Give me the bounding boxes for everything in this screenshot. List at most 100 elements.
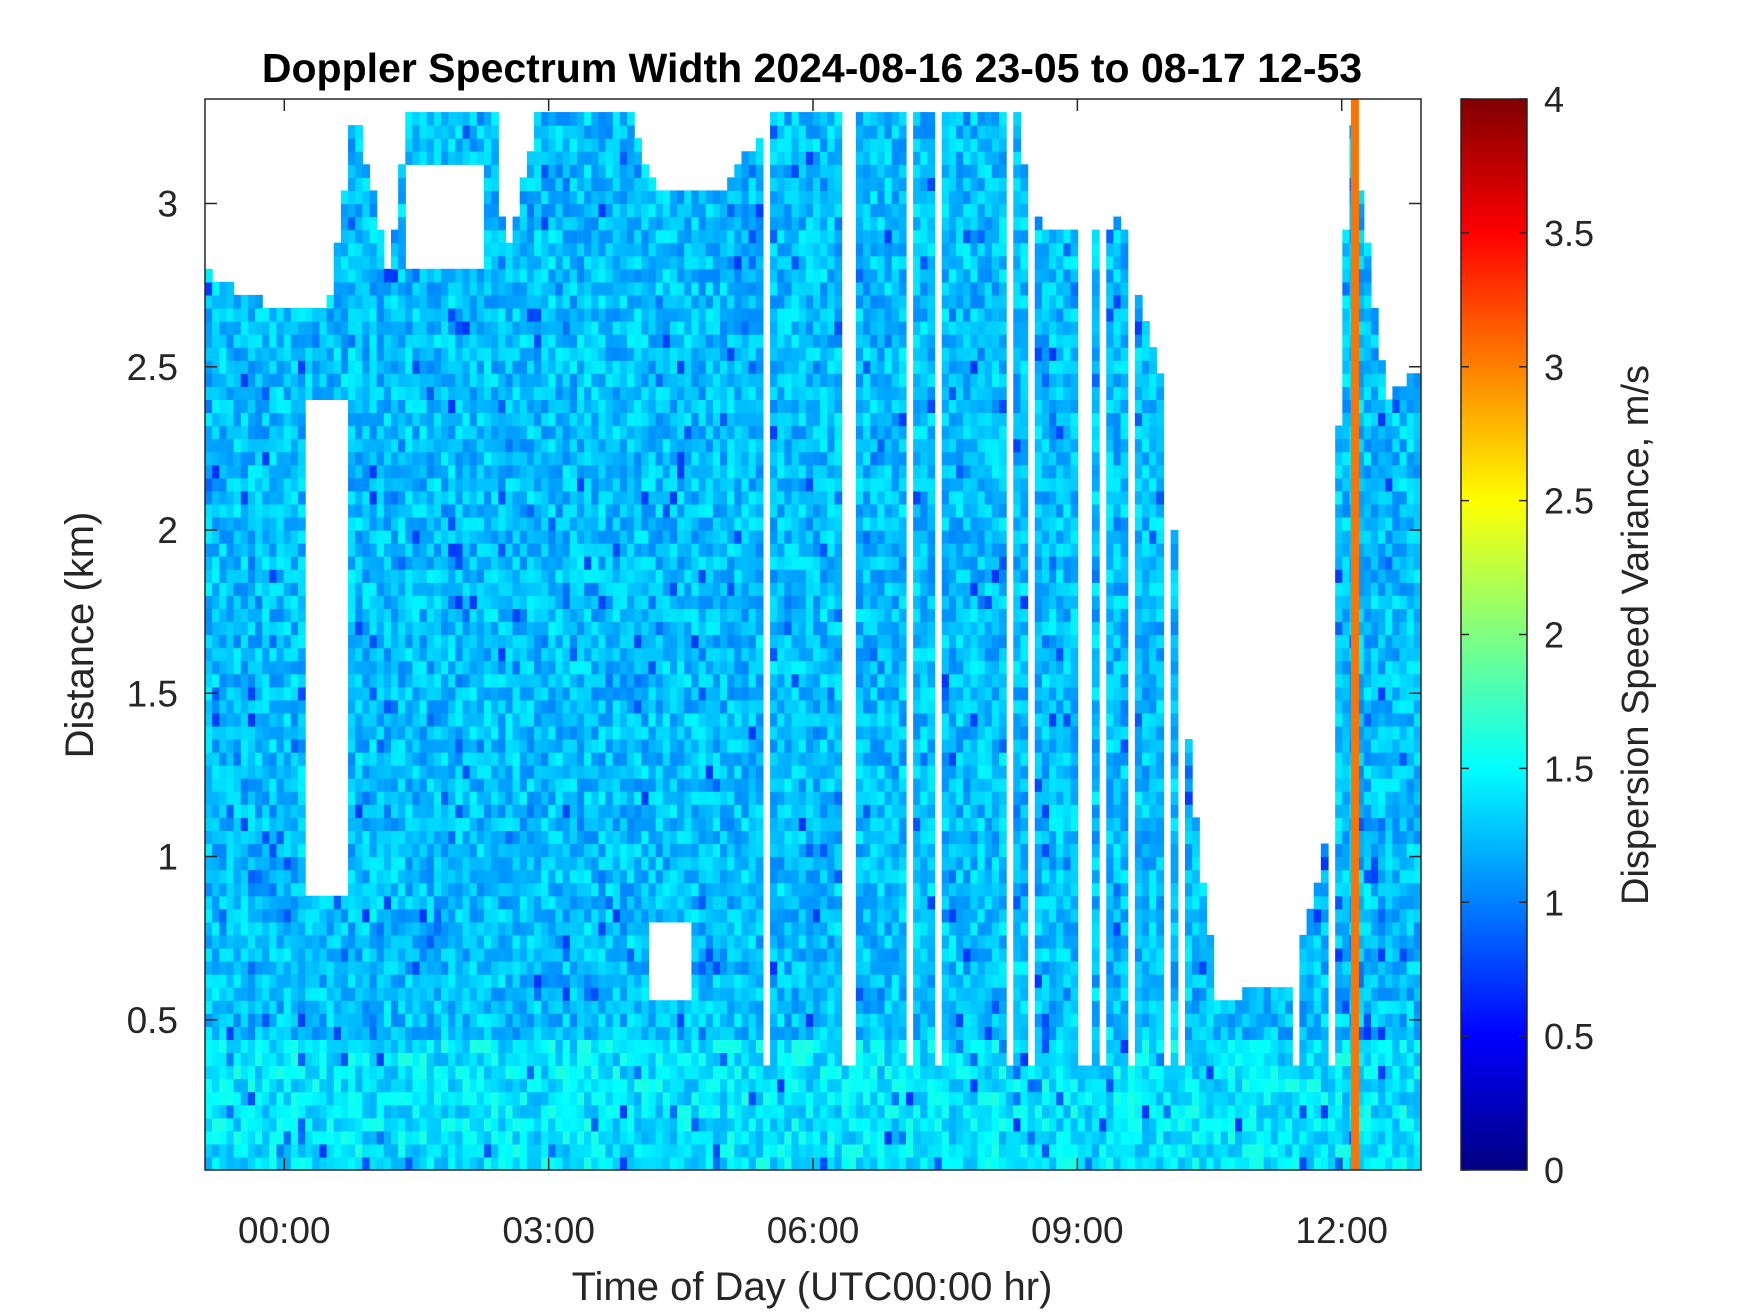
heatmap-cell [541, 190, 549, 205]
heatmap-cell [669, 595, 678, 609]
heatmap-cell [555, 216, 564, 231]
heatmap-cell [469, 856, 478, 871]
heatmap-cell [340, 294, 349, 309]
heatmap-cell [319, 895, 328, 910]
heatmap-cell [641, 947, 650, 962]
heatmap-cell [369, 543, 378, 557]
heatmap-cell [240, 1117, 249, 1132]
heatmap-cell [584, 882, 592, 897]
heatmap-cell [462, 856, 471, 871]
heatmap-cell [526, 556, 535, 570]
heatmap-cell [462, 334, 471, 348]
heatmap-cell [548, 177, 557, 192]
heatmap-cell [605, 451, 614, 466]
heatmap-cell [619, 360, 628, 374]
heatmap-cell [376, 360, 385, 374]
heatmap-cell [705, 660, 714, 675]
heatmap-cell [276, 712, 285, 727]
heatmap-cell [348, 125, 356, 139]
heatmap-cell [448, 974, 456, 988]
heatmap-cell [591, 216, 600, 231]
heatmap-cell [476, 1039, 485, 1054]
heatmap-cell [412, 556, 421, 570]
heatmap-cell [669, 673, 678, 688]
heatmap-cell [648, 1000, 657, 1014]
heatmap-cell [562, 556, 571, 570]
heatmap-cell [297, 307, 306, 322]
heatmap-cell [677, 869, 685, 884]
heatmap-cell [476, 712, 485, 727]
heatmap-cell [598, 947, 607, 962]
heatmap-cell [426, 151, 435, 165]
heatmap-cell [677, 778, 685, 792]
heatmap-cell [433, 1143, 442, 1158]
heatmap-cell [491, 1117, 499, 1132]
heatmap-cell [669, 1000, 678, 1014]
heatmap-cell [433, 882, 442, 897]
heatmap-cell [455, 516, 464, 531]
heatmap-cell [448, 869, 456, 884]
heatmap-cell [426, 125, 435, 139]
heatmap-cell [691, 778, 700, 792]
heatmap-cell [483, 412, 492, 427]
heatmap-cell [441, 334, 449, 348]
heatmap-cell [648, 1156, 657, 1170]
heatmap-cell [591, 1117, 600, 1132]
heatmap-cell [212, 1104, 220, 1119]
heatmap-cell [376, 1065, 385, 1080]
heatmap-cell [355, 1052, 363, 1067]
heatmap-cell [355, 921, 363, 936]
heatmap-cell [576, 255, 585, 270]
heatmap-cell [419, 752, 428, 766]
heatmap-cell [455, 1039, 464, 1054]
heatmap-cell [405, 804, 414, 818]
heatmap-cell [512, 1000, 521, 1014]
heatmap-cell [483, 947, 492, 962]
heatmap-cell [369, 347, 378, 361]
heatmap-cell [433, 673, 442, 688]
heatmap-cell [619, 712, 628, 727]
heatmap-cell [519, 882, 528, 897]
heatmap-cell [591, 151, 600, 165]
heatmap-cell [634, 229, 642, 244]
heatmap-cell [383, 281, 392, 296]
heatmap-cell [698, 856, 707, 871]
heatmap-cell [691, 1156, 700, 1170]
heatmap-cell [476, 503, 485, 518]
heatmap-cell [283, 569, 292, 583]
heatmap-cell [576, 268, 585, 283]
heatmap-cell [390, 569, 399, 583]
heatmap-cell [698, 647, 707, 662]
heatmap-cell [441, 608, 449, 623]
heatmap-cell [562, 477, 571, 492]
heatmap-cell [355, 216, 363, 231]
heatmap-cell [219, 1065, 228, 1080]
heatmap-cell [705, 190, 714, 205]
heatmap-cell [398, 569, 406, 583]
heatmap-cell [677, 1065, 685, 1080]
heatmap-cell [476, 817, 485, 832]
heatmap-cell [455, 673, 464, 688]
heatmap-cell [233, 647, 242, 662]
heatmap-cell [705, 974, 714, 988]
heatmap-cell [598, 765, 607, 779]
heatmap-cell [448, 712, 456, 727]
heatmap-cell [705, 556, 714, 570]
heatmap-cell [205, 1156, 213, 1170]
heatmap-cell [448, 412, 456, 427]
heatmap-cell [362, 399, 371, 414]
heatmap-cell [205, 1130, 213, 1145]
heatmap-cell [340, 216, 349, 231]
heatmap-cell [240, 752, 249, 766]
heatmap-cell [627, 386, 635, 400]
heatmap-cell [541, 987, 549, 1001]
heatmap-cell [677, 856, 685, 871]
heatmap-cell [441, 1026, 449, 1040]
heatmap-cell [669, 438, 678, 453]
heatmap-cell [634, 660, 642, 675]
heatmap-cell [627, 373, 635, 387]
heatmap-cell [605, 869, 614, 884]
heatmap-cell [262, 738, 270, 753]
heatmap-cell [584, 830, 592, 845]
heatmap-cell [705, 543, 714, 557]
